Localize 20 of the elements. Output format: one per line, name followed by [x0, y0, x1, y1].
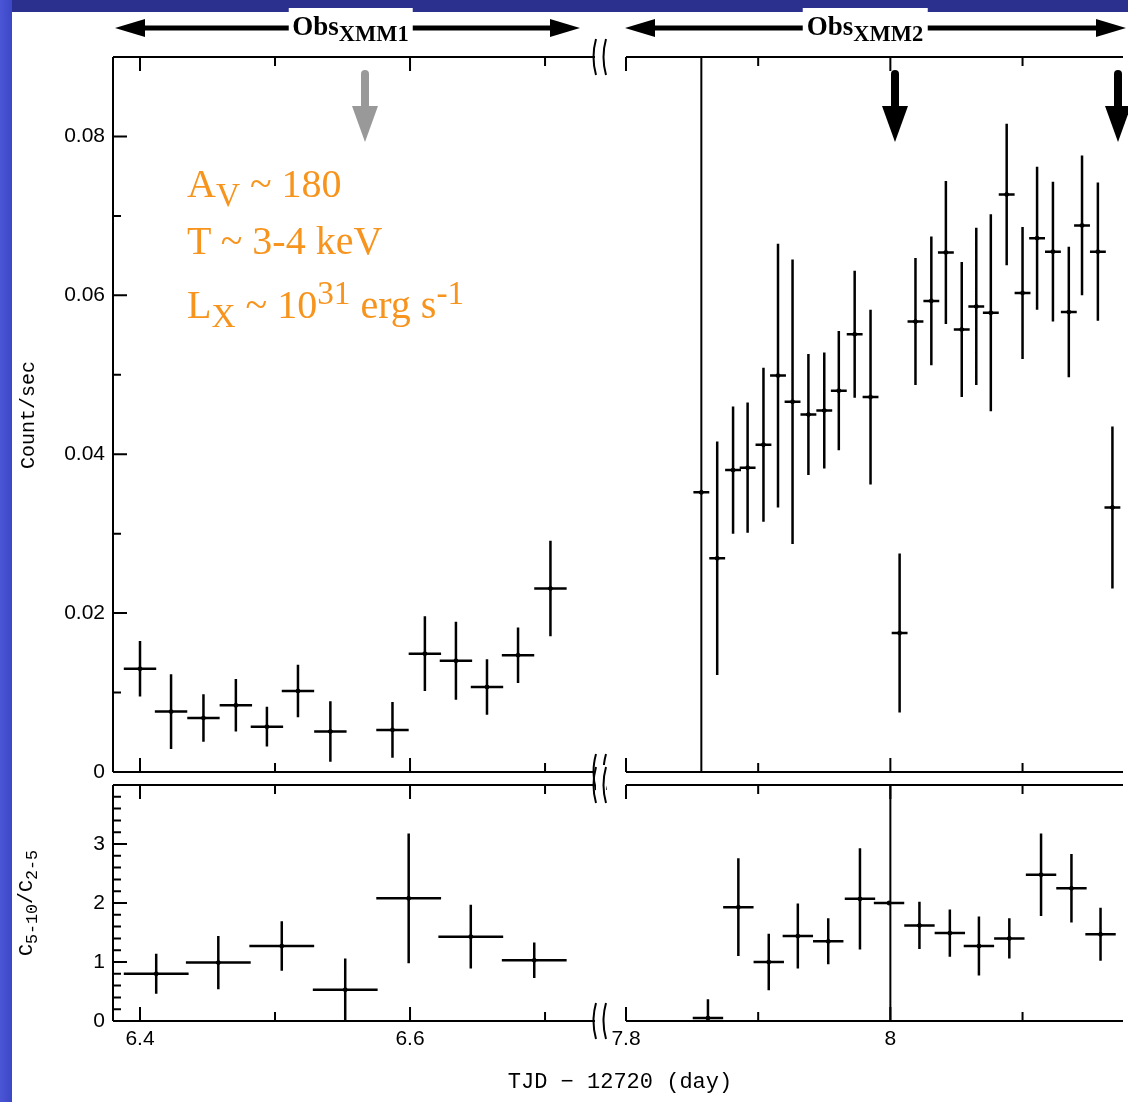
y-tick-label: 0.06 — [64, 282, 105, 306]
y-tick-label: 2 — [93, 889, 105, 913]
y-tick-label: 0 — [93, 758, 105, 782]
x-axis-title: TJD − 12720 (day) — [507, 1070, 733, 1095]
y-tick-label: 0.08 — [64, 123, 105, 147]
annotation: T ~ 3-4 keV — [187, 217, 383, 264]
y-tick-label: 0.02 — [64, 599, 105, 623]
x-tick-label: 8 — [884, 1026, 897, 1050]
chart-title: Obs$_{XMM1}$ — [288, 8, 413, 53]
y-tick-label: 1 — [93, 948, 105, 972]
x-tick-label: 7.8 — [611, 1026, 641, 1050]
y-tick-label: 0 — [93, 1007, 105, 1031]
y-tick-label: 3 — [93, 830, 105, 854]
chart-title: Obs$_{XMM2}$ — [802, 8, 928, 53]
y-axis-title: Count/sec — [16, 360, 40, 469]
annotation: L$_{X}$ ~ 10$^{31}$ erg s$^{-1}$ — [187, 274, 465, 336]
x-tick-label: 6.4 — [125, 1026, 155, 1050]
annotation: A$_{V}$ ~ 180 — [187, 160, 342, 214]
y-tick-label: 0.04 — [64, 441, 106, 465]
x-tick-label: 6.6 — [395, 1026, 425, 1050]
